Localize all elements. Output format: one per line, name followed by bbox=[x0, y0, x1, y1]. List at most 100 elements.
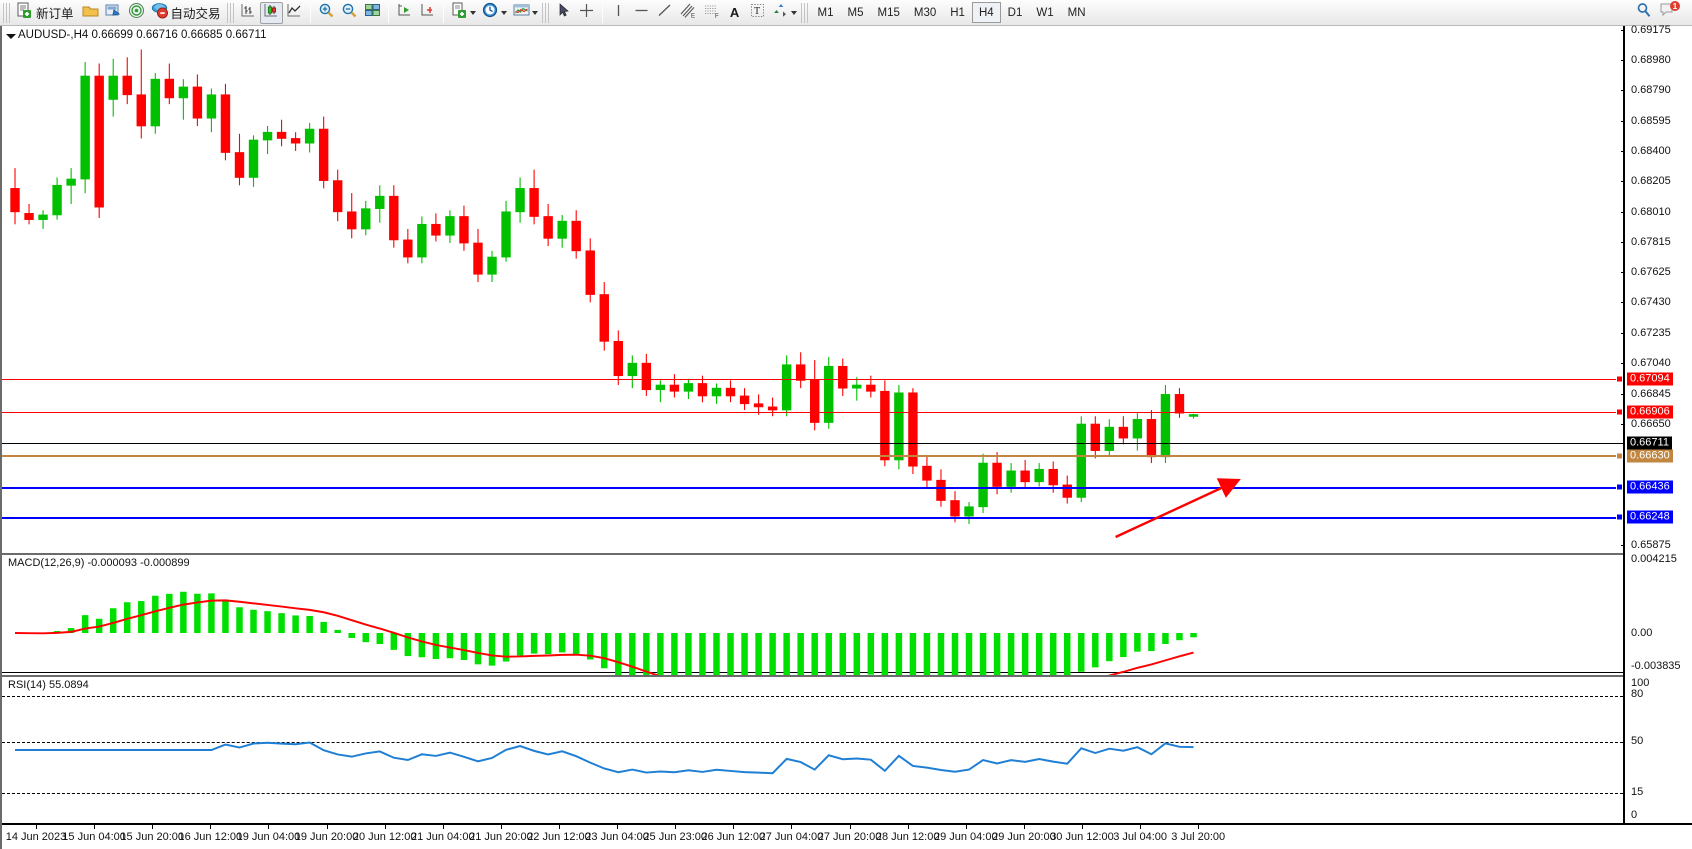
price-line-0.66436[interactable] bbox=[2, 487, 1623, 489]
search-button[interactable] bbox=[1632, 2, 1656, 24]
price-line-0.67094[interactable] bbox=[2, 379, 1623, 380]
trendline-tool-button[interactable] bbox=[653, 2, 676, 24]
rsi-pane[interactable]: RSI(14) 55.0894 bbox=[2, 675, 1623, 823]
price-pane[interactable] bbox=[2, 26, 1623, 551]
time-label: 19 Jun 04:00 bbox=[236, 831, 301, 843]
line-chart-icon bbox=[286, 2, 303, 24]
periods-button[interactable] bbox=[479, 2, 510, 24]
price-line-0.66630[interactable] bbox=[2, 455, 1623, 457]
fibonacci-tool-button[interactable]: F bbox=[700, 2, 724, 24]
time-label: 19 Jun 20:00 bbox=[294, 831, 359, 843]
auto-scroll-button[interactable] bbox=[393, 2, 416, 24]
tile-windows-button[interactable] bbox=[361, 2, 384, 24]
timeframe-m30[interactable]: M30 bbox=[913, 6, 937, 19]
cursor-tool-button[interactable] bbox=[552, 2, 575, 24]
chart-collapse-arrow-icon[interactable] bbox=[6, 34, 16, 39]
zoom-out-button[interactable] bbox=[338, 2, 361, 24]
bar-chart-button[interactable] bbox=[237, 2, 260, 24]
timeframe-d1[interactable]: D1 bbox=[1007, 6, 1023, 19]
rsi-tick-15: 15 bbox=[1631, 786, 1644, 798]
time-label: 29 Jun 20:00 bbox=[992, 831, 1056, 843]
text-label-tool-button[interactable]: T bbox=[746, 2, 769, 24]
terminal-icon bbox=[105, 2, 122, 24]
signals-button[interactable] bbox=[125, 2, 148, 24]
price-label-resistance-1[interactable]: 0.67094 bbox=[1627, 372, 1673, 386]
toolbar-separator-3 bbox=[442, 2, 444, 23]
timeframe-h1[interactable]: H1 bbox=[950, 6, 965, 19]
price-tick-mark bbox=[1621, 242, 1625, 244]
time-tick-mark bbox=[500, 825, 502, 829]
crosshair-tool-button[interactable] bbox=[575, 2, 598, 24]
templates-caret-icon[interactable] bbox=[531, 10, 538, 15]
price-tick-0.66650: 0.66650 bbox=[1631, 418, 1671, 431]
crosshair-icon bbox=[578, 2, 595, 24]
notifications-button[interactable]: 1 bbox=[1656, 1, 1684, 24]
macd-pane[interactable]: MACD(12,26,9) -0.000093 -0.000899 bbox=[2, 553, 1623, 702]
bullish-arrow-annotation[interactable] bbox=[2, 26, 1623, 551]
time-tick-mark bbox=[617, 825, 619, 829]
toolbar-grip[interactable] bbox=[3, 2, 10, 23]
price-line-0.66248[interactable] bbox=[2, 517, 1623, 519]
price-tick-0.69175: 0.69175 bbox=[1631, 24, 1671, 36]
auto-scroll-icon bbox=[396, 2, 413, 24]
new-chart-caret-icon[interactable] bbox=[469, 10, 476, 15]
price-tick-0.68205: 0.68205 bbox=[1631, 175, 1671, 188]
magnifier-icon bbox=[1635, 1, 1653, 24]
price-label-pivot[interactable]: 0.66630 bbox=[1627, 449, 1673, 463]
price-line-anchor-0.66248[interactable] bbox=[1616, 513, 1623, 521]
equidistant-channel-tool-button[interactable]: E bbox=[676, 2, 700, 24]
price-label-support-1[interactable]: 0.66436 bbox=[1627, 480, 1673, 494]
price-line-anchor-0.66436[interactable] bbox=[1616, 483, 1623, 491]
terminal-button[interactable] bbox=[102, 2, 125, 24]
balloon-icon: 1 bbox=[1659, 1, 1681, 24]
timeframe-m1[interactable]: M1 bbox=[817, 6, 834, 19]
time-tick-mark bbox=[384, 825, 386, 829]
chart-area[interactable]: AUDUSD-,H4 0.66699 0.66716 0.66685 0.667… bbox=[0, 24, 1692, 849]
timeframe-mn[interactable]: MN bbox=[1067, 6, 1086, 19]
price-line-anchor-0.66906[interactable] bbox=[1616, 408, 1623, 416]
time-label: 25 Jun 23:00 bbox=[643, 831, 708, 843]
rsi-tick-100: 100 bbox=[1631, 677, 1650, 689]
toolbar-grip-2[interactable] bbox=[226, 2, 234, 23]
cursor-arrow-icon bbox=[555, 2, 572, 24]
folder-button[interactable] bbox=[79, 2, 102, 24]
toolbar-grip-3[interactable] bbox=[541, 2, 549, 23]
time-tick-mark bbox=[36, 825, 37, 829]
price-line-0.66906[interactable] bbox=[2, 412, 1623, 413]
price-line-anchor-0.67094[interactable] bbox=[1616, 375, 1623, 383]
chart-shift-button[interactable] bbox=[416, 2, 439, 24]
price-axis[interactable]: 0.69175 0.68980 0.68790 0.68595 0.68400 0.682… bbox=[1621, 24, 1692, 823]
price-label-current-price[interactable]: 0.66711 bbox=[1627, 436, 1672, 450]
price-line-0.66711 bbox=[2, 443, 1623, 444]
shapes-caret-icon[interactable] bbox=[790, 10, 797, 15]
new-chart-button[interactable] bbox=[448, 2, 479, 24]
new-order-button[interactable]: 新订单 bbox=[13, 2, 79, 24]
candlestick-chart-button[interactable] bbox=[259, 1, 283, 24]
price-tick-mark bbox=[1621, 90, 1625, 92]
timeframe-w1[interactable]: W1 bbox=[1036, 6, 1054, 19]
time-label: 21 Jun 20:00 bbox=[469, 831, 533, 843]
zoom-in-button[interactable] bbox=[315, 2, 338, 24]
time-tick-mark bbox=[559, 825, 560, 829]
timeframe-m15[interactable]: M15 bbox=[877, 6, 900, 19]
price-tick-0.67430: 0.67430 bbox=[1631, 296, 1671, 309]
time-axis[interactable]: 14 Jun 2023 15 Jun 04:00 15 Jun 20:00 16 Ju… bbox=[2, 823, 1692, 849]
timeframe-m5[interactable]: M5 bbox=[847, 6, 864, 19]
horizontal-line-tool-button[interactable] bbox=[630, 2, 653, 24]
templates-button[interactable] bbox=[510, 2, 541, 24]
text-tool-button[interactable]: A bbox=[724, 2, 746, 24]
timeframe-h4[interactable]: H4 bbox=[971, 2, 1001, 23]
periods-caret-icon[interactable] bbox=[500, 10, 507, 15]
shapes-tool-button[interactable] bbox=[769, 2, 800, 24]
vertical-line-tool-button[interactable] bbox=[607, 2, 630, 24]
line-chart-button[interactable] bbox=[283, 2, 306, 24]
price-tick-mark bbox=[1621, 30, 1625, 31]
time-label: 23 Jun 04:00 bbox=[585, 831, 649, 843]
price-label-support-2[interactable]: 0.66248 bbox=[1627, 510, 1673, 524]
auto-trading-button[interactable]: 自动交易 bbox=[148, 2, 226, 24]
price-label-resistance-2[interactable]: 0.66906 bbox=[1627, 405, 1673, 419]
time-tick-mark bbox=[965, 825, 967, 829]
toolbar-grip-4[interactable] bbox=[800, 2, 808, 23]
price-line-anchor-0.66630[interactable] bbox=[1616, 452, 1623, 460]
rsi-level-50 bbox=[2, 742, 1623, 743]
